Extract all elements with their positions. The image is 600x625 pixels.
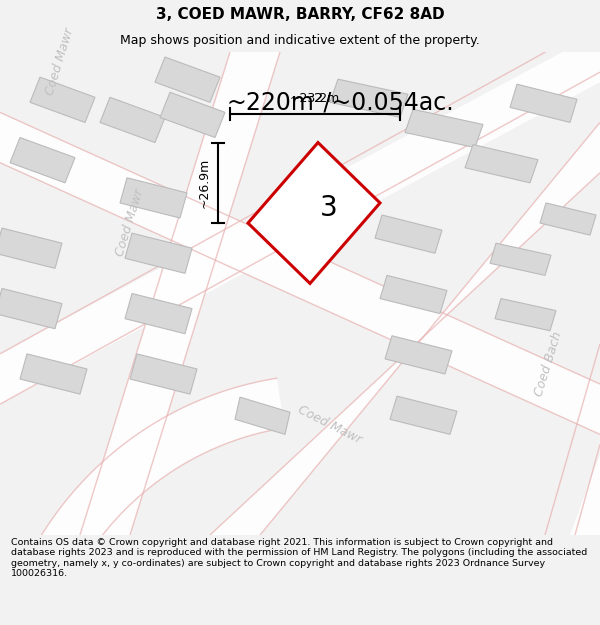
Polygon shape	[330, 79, 408, 118]
Polygon shape	[248, 142, 380, 284]
Polygon shape	[235, 397, 290, 434]
Polygon shape	[0, 289, 62, 329]
Polygon shape	[380, 276, 447, 314]
Polygon shape	[510, 84, 577, 122]
Polygon shape	[565, 454, 600, 535]
Polygon shape	[385, 336, 452, 374]
Polygon shape	[0, 228, 62, 268]
Polygon shape	[155, 57, 220, 102]
Polygon shape	[30, 77, 95, 122]
Polygon shape	[375, 215, 442, 253]
Polygon shape	[120, 177, 187, 218]
Polygon shape	[0, 32, 600, 404]
Polygon shape	[405, 109, 483, 148]
Text: ~26.9m: ~26.9m	[197, 158, 211, 208]
Text: Coed Bach: Coed Bach	[532, 330, 564, 398]
Text: Contains OS data © Crown copyright and database right 2021. This information is : Contains OS data © Crown copyright and d…	[11, 538, 587, 578]
Polygon shape	[80, 52, 280, 535]
Polygon shape	[130, 354, 197, 394]
Polygon shape	[125, 233, 192, 273]
Polygon shape	[10, 138, 75, 182]
Polygon shape	[0, 378, 284, 625]
Polygon shape	[160, 92, 225, 138]
Polygon shape	[125, 294, 192, 334]
Text: 3, COED MAWR, BARRY, CF62 8AD: 3, COED MAWR, BARRY, CF62 8AD	[155, 7, 445, 22]
Text: 3: 3	[320, 194, 338, 222]
Text: Coed Mawr: Coed Mawr	[44, 27, 76, 98]
Polygon shape	[0, 112, 600, 434]
Text: Coed Mawr: Coed Mawr	[296, 402, 364, 446]
Polygon shape	[100, 98, 165, 142]
Text: Map shows position and indicative extent of the property.: Map shows position and indicative extent…	[120, 34, 480, 47]
Polygon shape	[390, 396, 457, 434]
Polygon shape	[540, 203, 596, 235]
Polygon shape	[490, 243, 551, 276]
Polygon shape	[20, 354, 87, 394]
Text: ~220m²/~0.054ac.: ~220m²/~0.054ac.	[226, 90, 454, 114]
Polygon shape	[210, 122, 600, 535]
Polygon shape	[495, 299, 556, 331]
Polygon shape	[465, 144, 538, 182]
Text: Coed Mawr: Coed Mawr	[113, 188, 146, 258]
Text: ~23.2m: ~23.2m	[290, 92, 340, 105]
